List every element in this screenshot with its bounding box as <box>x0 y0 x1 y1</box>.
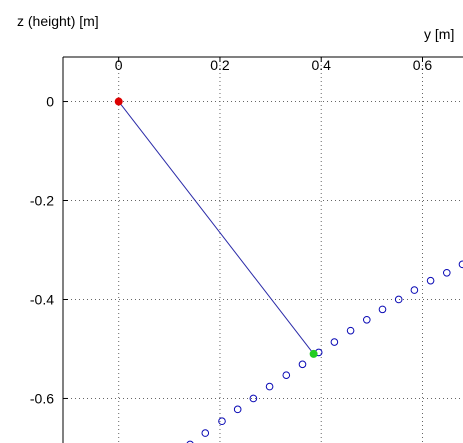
trajectory-point <box>426 276 435 285</box>
x-tick-label: 0.4 <box>311 57 331 73</box>
trajectory-point <box>442 268 451 277</box>
x-tick-label: 0.2 <box>210 57 230 73</box>
y-tick-label: -0.6 <box>30 390 54 406</box>
trajectory-point <box>410 286 419 294</box>
trajectory-point <box>298 360 307 369</box>
pivot-point <box>114 97 123 106</box>
trajectory-point <box>218 417 226 426</box>
trajectory-point <box>265 382 274 391</box>
trajectory-point <box>249 394 258 403</box>
trajectory-point <box>458 260 463 269</box>
y-tick-label: -0.4 <box>30 291 54 307</box>
x-axis-title: y [m] <box>424 26 454 42</box>
grid-lines <box>63 57 463 443</box>
trajectory-point <box>362 315 371 324</box>
trajectory-point <box>346 326 355 335</box>
bob-point <box>309 349 318 358</box>
trajectory-point <box>330 338 339 346</box>
trajectory-point <box>233 405 242 414</box>
y-tick-label: 0 <box>46 94 54 110</box>
trajectory-point <box>201 429 210 437</box>
trajectory-point <box>282 371 291 380</box>
pendulum-rod-line <box>118 101 315 355</box>
trajectory-point <box>186 440 194 443</box>
axis-ticks: 0 0.2 0.4 0.6 0 -0.2 -0.4 -0.6 <box>30 57 433 406</box>
trajectory-series <box>186 260 463 443</box>
y-tick-label: -0.2 <box>30 193 54 209</box>
trajectory-point <box>378 305 387 314</box>
x-tick-label: 0 <box>115 57 123 73</box>
y-axis-title: z (height) [m] <box>17 13 99 29</box>
x-tick-label: 0.6 <box>413 57 433 73</box>
trajectory-point <box>394 295 403 304</box>
